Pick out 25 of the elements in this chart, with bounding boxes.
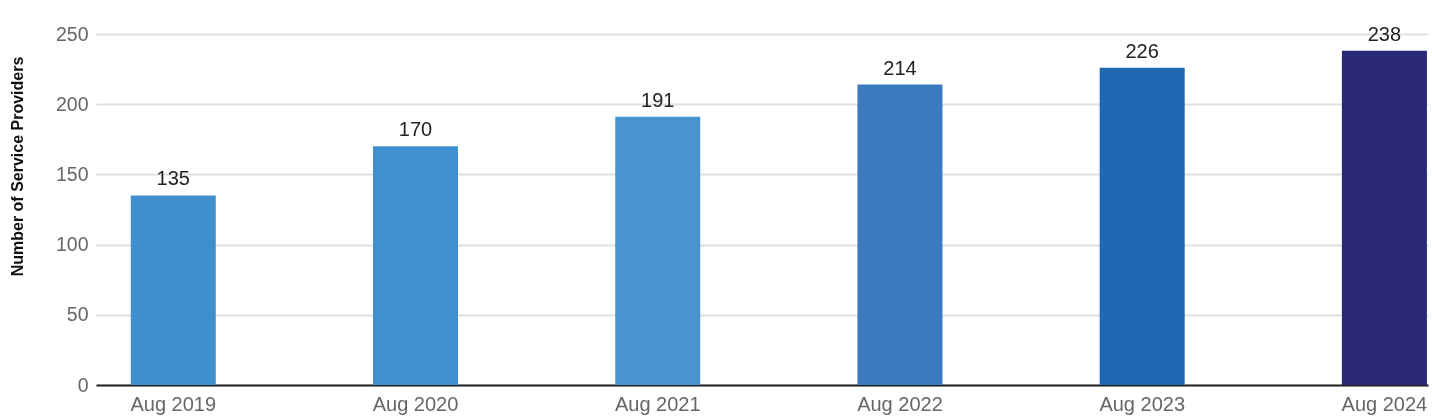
y-axis-title: Number of Service Providers: [8, 56, 26, 277]
data-label: 170: [398, 118, 433, 141]
x-tick-label: Aug 2021: [614, 392, 701, 415]
data-label: 135: [156, 167, 190, 190]
bar: [1341, 50, 1427, 385]
y-tick-label: 200: [55, 92, 89, 115]
data-label: 238: [1367, 22, 1402, 45]
data-label: 226: [1125, 39, 1159, 62]
x-tick-label: Aug 2019: [130, 392, 217, 415]
bar: [373, 146, 459, 385]
data-label: 214: [883, 56, 917, 79]
x-tick-label: Aug 2022: [857, 392, 943, 415]
y-tick-label: 100: [55, 233, 89, 256]
bar: [1099, 67, 1185, 385]
x-tick-label: Aug 2023: [1099, 392, 1186, 415]
bar: [857, 84, 943, 385]
bar: [130, 195, 216, 385]
y-tick-label: 50: [66, 303, 89, 326]
x-tick-label: Aug 2024: [1341, 392, 1428, 415]
bar: [615, 116, 701, 385]
data-label: 191: [641, 88, 675, 111]
x-tick-label: Aug 2020: [372, 392, 459, 415]
y-tick-label: 250: [55, 22, 89, 45]
y-tick-label: 0: [77, 373, 89, 396]
y-tick-label: 150: [55, 162, 89, 185]
